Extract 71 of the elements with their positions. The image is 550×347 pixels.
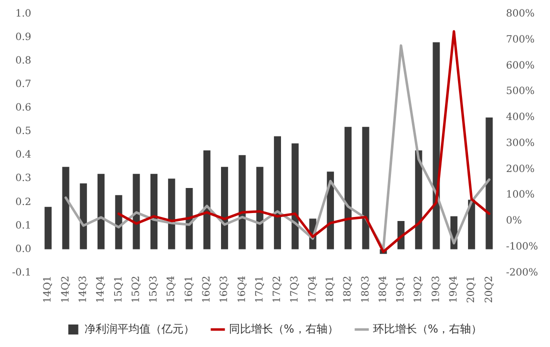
y2-tick-label: 600% [506,60,535,72]
x-tick-label: 14Q4 [96,276,107,304]
bar [44,206,52,250]
y2-tick-label: 200% [506,164,535,175]
x-tick-label: 14Q2 [60,276,72,304]
bar [486,117,493,250]
x-tick-label: 19Q2 [413,276,424,304]
legend-label: 同比增长（%，右轴） [228,322,338,336]
x-tick-label: 20Q2 [484,276,495,304]
y2-tick-label: 700% [506,34,535,46]
y2-tick-label: -200% [506,267,538,278]
y2-tick-label: 100% [506,190,535,201]
bar [292,143,299,250]
y-tick-label: 0.8 [15,56,32,67]
x-tick-label: 20Q1 [466,276,478,304]
x-tick-label: 15Q1 [113,276,124,304]
x-tick-label: 18Q4 [378,276,389,304]
x-tick-label: 19Q3 [430,276,442,304]
bar [203,150,210,250]
y2-tick-label: -100% [506,241,538,252]
bar [115,195,122,250]
x-tick-label: 16Q2 [201,276,212,304]
y-tick-label: 0.4 [15,150,32,161]
x-tick-label: 17Q1 [254,276,266,304]
bar [415,150,422,250]
bar [274,136,282,250]
x-tick-label: 16Q3 [219,276,230,304]
x-tick-label: 17Q3 [290,276,301,304]
y-tick-label: 0.2 [15,196,32,208]
bar [238,155,246,250]
x-tick-label: 14Q3 [78,276,89,304]
y2-tick-label: 500% [506,86,535,98]
y2-tick-label: 0% [506,216,522,227]
x-tick-label: 18Q3 [360,276,372,304]
x-tick-label: 17Q4 [307,276,318,304]
y-tick-label: 0.3 [15,173,32,184]
legend-label: 净利润平均值（亿元） [84,322,194,336]
bar [98,174,105,250]
bar [62,166,70,250]
bar [344,126,352,250]
y-tick-label: 0.9 [15,32,32,44]
x-tick-label: 18Q1 [325,276,336,304]
x-tick-label: 14Q1 [42,276,54,304]
bar [256,166,264,250]
y2-tick-label: 300% [506,138,535,149]
y-tick-label: 1.0 [15,8,32,20]
bar [80,183,87,250]
legend-label: 环比增长（%，右轴） [372,322,482,336]
x-tick-label: 16Q4 [236,276,248,304]
x-tick-label: 17Q2 [272,276,284,304]
bar [432,42,440,250]
bar [362,126,370,250]
y-tick-label: -0.1 [12,267,32,278]
bar [150,174,158,250]
x-tick-label: 19Q1 [396,276,407,304]
x-tick-label: 15Q2 [130,276,142,304]
y2-tick-label: 800% [506,8,535,20]
bar [168,178,176,250]
y-tick-label: 0.5 [15,126,32,138]
y-tick-label: 0.0 [15,244,32,255]
x-tick-label: 18Q2 [342,276,354,304]
x-tick-label: 15Q4 [166,276,178,304]
x-tick-label: 16Q1 [184,276,195,304]
y2-tick-label: 400% [506,112,535,124]
bar [221,166,228,250]
x-tick-label: 15Q3 [148,276,160,304]
bar [132,174,140,250]
y-tick-label: 0.6 [15,102,32,114]
y-tick-label: 0.7 [15,79,32,90]
x-tick-label: 19Q4 [448,276,460,304]
y-tick-label: 0.1 [15,220,32,232]
